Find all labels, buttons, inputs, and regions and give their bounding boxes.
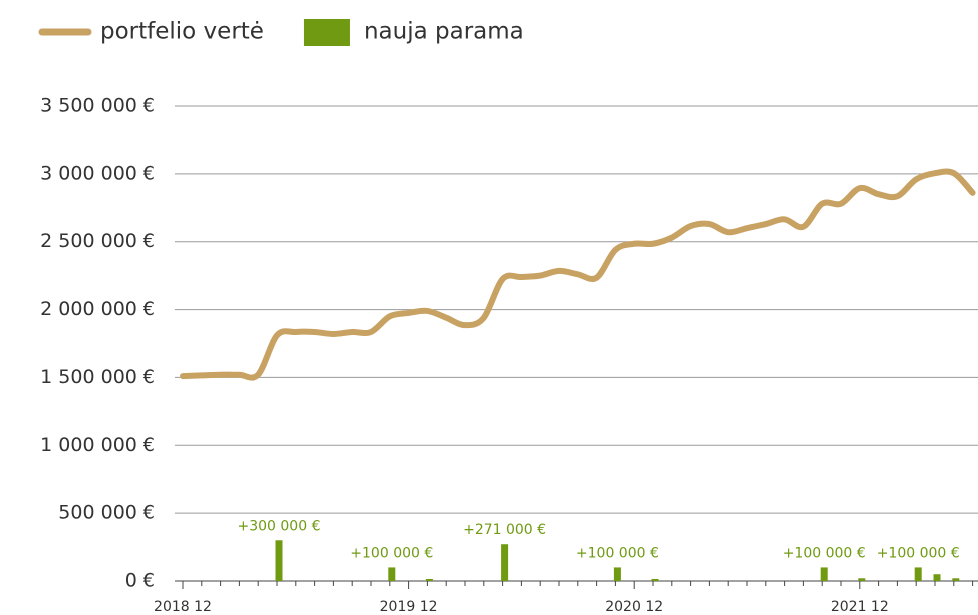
bar <box>425 578 433 581</box>
y-tick-label: 1 500 000 € <box>40 366 155 388</box>
legend-label: nauja parama <box>364 19 524 45</box>
x-tick-label: 2018 12 <box>154 599 212 615</box>
bar <box>651 578 659 581</box>
bar <box>613 567 621 581</box>
bar-label: +100 000 € <box>877 545 960 561</box>
bar <box>914 567 922 581</box>
y-tick-label: 3 500 000 € <box>40 95 155 117</box>
y-tick-label: 1 000 000 € <box>40 434 155 456</box>
legend-swatch <box>303 19 350 46</box>
bar <box>275 540 283 581</box>
bar-label: +100 000 € <box>783 545 866 561</box>
legend-label: portfelio vertė <box>100 19 264 45</box>
bar <box>820 567 828 581</box>
bar-label: +271 000 € <box>463 522 546 538</box>
y-tick-label: 2 000 000 € <box>40 298 155 320</box>
bar <box>388 567 396 581</box>
y-tick-label: 500 000 € <box>58 502 155 524</box>
x-tick-label: 2021 12 <box>831 599 889 615</box>
bar <box>501 544 509 581</box>
x-tick-label: 2020 12 <box>605 599 663 615</box>
line <box>180 168 976 381</box>
bar <box>952 578 960 581</box>
bar <box>858 578 866 581</box>
bar-label: +100 000 € <box>350 545 433 561</box>
bar <box>933 574 941 581</box>
y-tick-label: 0 € <box>125 570 155 592</box>
bar-label: +300 000 € <box>238 518 321 534</box>
y-tick-label: 3 000 000 € <box>40 162 155 184</box>
bar-label: +100 000 € <box>576 545 659 561</box>
x-tick-label: 2019 12 <box>380 599 438 615</box>
y-tick-label: 2 500 000 € <box>40 230 155 252</box>
